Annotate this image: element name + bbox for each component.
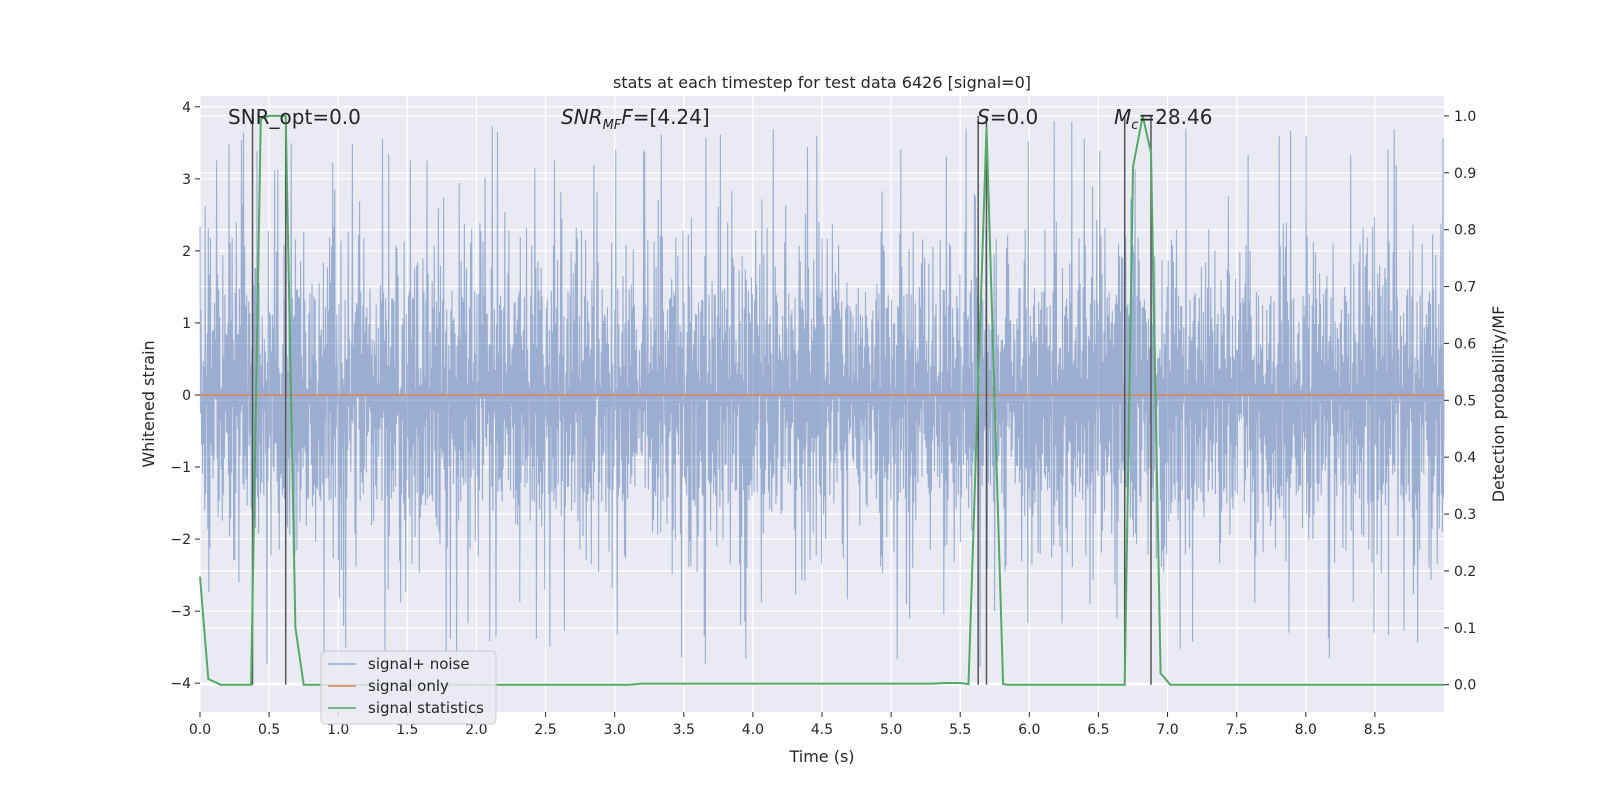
annotation-snr-opt: SNR_opt=0.0 xyxy=(228,105,361,129)
y2-tick-label: 0.1 xyxy=(1454,621,1476,637)
x-tick-label: 1.5 xyxy=(396,722,418,738)
x-tick-label: 1.0 xyxy=(327,722,349,738)
y-axis-label: Whitened strain xyxy=(139,340,158,467)
y-tick-label: 1 xyxy=(182,316,191,332)
plot-area xyxy=(199,114,1445,686)
annotation-mc-main: M xyxy=(1114,105,1131,129)
annotation-s: S=0.0 xyxy=(977,105,1038,129)
x-tick-label: 6.5 xyxy=(1087,722,1109,738)
y2-tick-label: 0.3 xyxy=(1454,507,1476,523)
annotation-mc-value: =28.46 xyxy=(1138,105,1212,129)
x-tick-label: 5.0 xyxy=(880,722,902,738)
annotation-snr-mf-sub: MF xyxy=(603,118,622,133)
y2-tick-label: 0.5 xyxy=(1454,393,1476,409)
x-tick-label: 6.0 xyxy=(1018,722,1040,738)
y-tick-label: 2 xyxy=(182,244,191,260)
y2-tick-label: 0.7 xyxy=(1454,280,1476,296)
y-tick-label: −3 xyxy=(170,604,191,620)
y-tick-label: 3 xyxy=(182,172,191,188)
x-tick-label: 4.5 xyxy=(811,722,833,738)
legend-box xyxy=(320,650,497,725)
y2-tick-label: 0.2 xyxy=(1454,564,1476,580)
annotation-mc-sub: c xyxy=(1131,118,1138,133)
y2-axis-label: Detection probability/MF xyxy=(1489,306,1508,503)
series-signal-plus-noise xyxy=(199,121,1445,667)
annotation-s-label: S xyxy=(977,105,990,129)
vertical-markers xyxy=(251,115,1152,685)
legend-entry-stats: signal statistics xyxy=(368,699,484,717)
y2-tick-label: 0.0 xyxy=(1454,678,1476,694)
y2-tick-label: 1.0 xyxy=(1454,109,1476,125)
x-tick-label: 8.0 xyxy=(1295,722,1317,738)
y2-axis-ticks: 1.0 0.9 0.8 0.7 0.6 0.5 0.4 0.3 0.2 0.1 0.0 xyxy=(1444,109,1476,694)
annotation-snr-mf-value: =[4.24] xyxy=(633,105,710,129)
x-tick-label: 0.5 xyxy=(258,722,280,738)
x-tick-label: 3.0 xyxy=(604,722,626,738)
x-tick-label: 3.5 xyxy=(673,722,695,738)
x-tick-label: 5.5 xyxy=(949,722,971,738)
y2-tick-label: 0.9 xyxy=(1454,166,1476,182)
chart-title: stats at each timestep for test data 642… xyxy=(613,73,1031,92)
series-signal-statistics xyxy=(199,114,1444,686)
x-tick-label: 0.0 xyxy=(189,722,211,738)
x-axis-ticks: 0.0 0.5 1.0 1.5 2.0 2.5 3.0 3.5 4.0 4.5 5.0 5.5 6.0 6… xyxy=(189,712,1386,738)
y-tick-label: 4 xyxy=(182,100,191,116)
legend: signal+ noise signal only signal statist… xyxy=(320,650,497,725)
y-tick-label: −2 xyxy=(170,532,191,548)
x-tick-label: 2.5 xyxy=(534,722,556,738)
annotation-mc: Mc=28.46 xyxy=(1114,105,1212,133)
x-tick-label: 2.0 xyxy=(465,722,487,738)
annotation-snr-mf: SNRMFF=[4.24] xyxy=(561,105,710,133)
x-tick-label: 7.5 xyxy=(1226,722,1248,738)
legend-entry-signal: signal only xyxy=(368,677,449,695)
y2-tick-label: 0.8 xyxy=(1454,223,1476,239)
annotation-snr-mf-main: SNR xyxy=(561,105,603,129)
x-tick-label: 4.0 xyxy=(742,722,764,738)
legend-entry-noise: signal+ noise xyxy=(368,655,470,673)
y2-tick-label: 0.6 xyxy=(1454,336,1476,352)
x-tick-label: 8.5 xyxy=(1364,722,1386,738)
y-tick-label: −4 xyxy=(170,676,191,692)
y2-tick-label: 0.4 xyxy=(1454,450,1476,466)
annotation-snr-mf-f: F xyxy=(621,105,633,129)
y-axis-ticks: 4 3 2 1 0 −1 −2 −3 −4 xyxy=(170,100,200,692)
y-tick-label: 0 xyxy=(182,388,191,404)
annotation-s-value: =0.0 xyxy=(990,105,1039,129)
x-axis-label: Time (s) xyxy=(788,747,854,766)
y-tick-label: −1 xyxy=(170,460,191,476)
x-tick-label: 7.0 xyxy=(1156,722,1178,738)
